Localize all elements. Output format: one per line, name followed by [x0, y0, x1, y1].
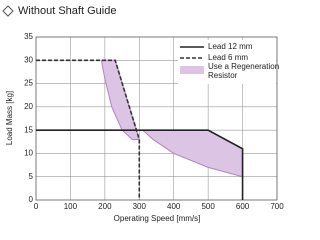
legend-label: Lead 12 mm [208, 42, 253, 51]
x-tick-label: 500 [201, 202, 215, 211]
x-tick-label: 0 [34, 202, 39, 211]
y-tick-label: 5 [29, 172, 34, 181]
x-tick-label: 300 [133, 202, 147, 211]
y-tick-label: 0 [29, 195, 34, 204]
x-tick-label: 200 [98, 202, 112, 211]
chart: Without Shaft Guide Operating Speed [mm/… [2, 5, 284, 223]
y-tick-label: 20 [24, 102, 33, 111]
plot-border [35, 36, 278, 201]
x-tick-label: 100 [64, 202, 78, 211]
page: Without Shaft Guide Operating Speed [mm/… [2, 4, 285, 224]
y-tick-label: 10 [24, 149, 33, 158]
y-tick-label: 15 [24, 125, 33, 134]
x-tick-label: 400 [167, 202, 181, 211]
chart-title: Without Shaft Guide [18, 5, 116, 17]
y-axis-label: Load Mass [kg] [5, 91, 14, 145]
series-line [36, 59, 141, 200]
legend-label: Lead 6 mm [208, 53, 248, 62]
x-tick-label: 600 [236, 202, 250, 211]
x-axis-label: Operating Speed [mm/s] [114, 214, 201, 223]
x-tick-label: 700 [270, 202, 284, 211]
legend-label: Use a Regeneration Resistor [208, 62, 280, 80]
title-icon [2, 5, 14, 17]
y-tick-label: 30 [24, 55, 33, 64]
y-tick-label: 25 [24, 79, 33, 88]
legend-swatch [180, 66, 204, 74]
y-tick-label: 35 [24, 32, 33, 41]
series-line [36, 129, 244, 200]
